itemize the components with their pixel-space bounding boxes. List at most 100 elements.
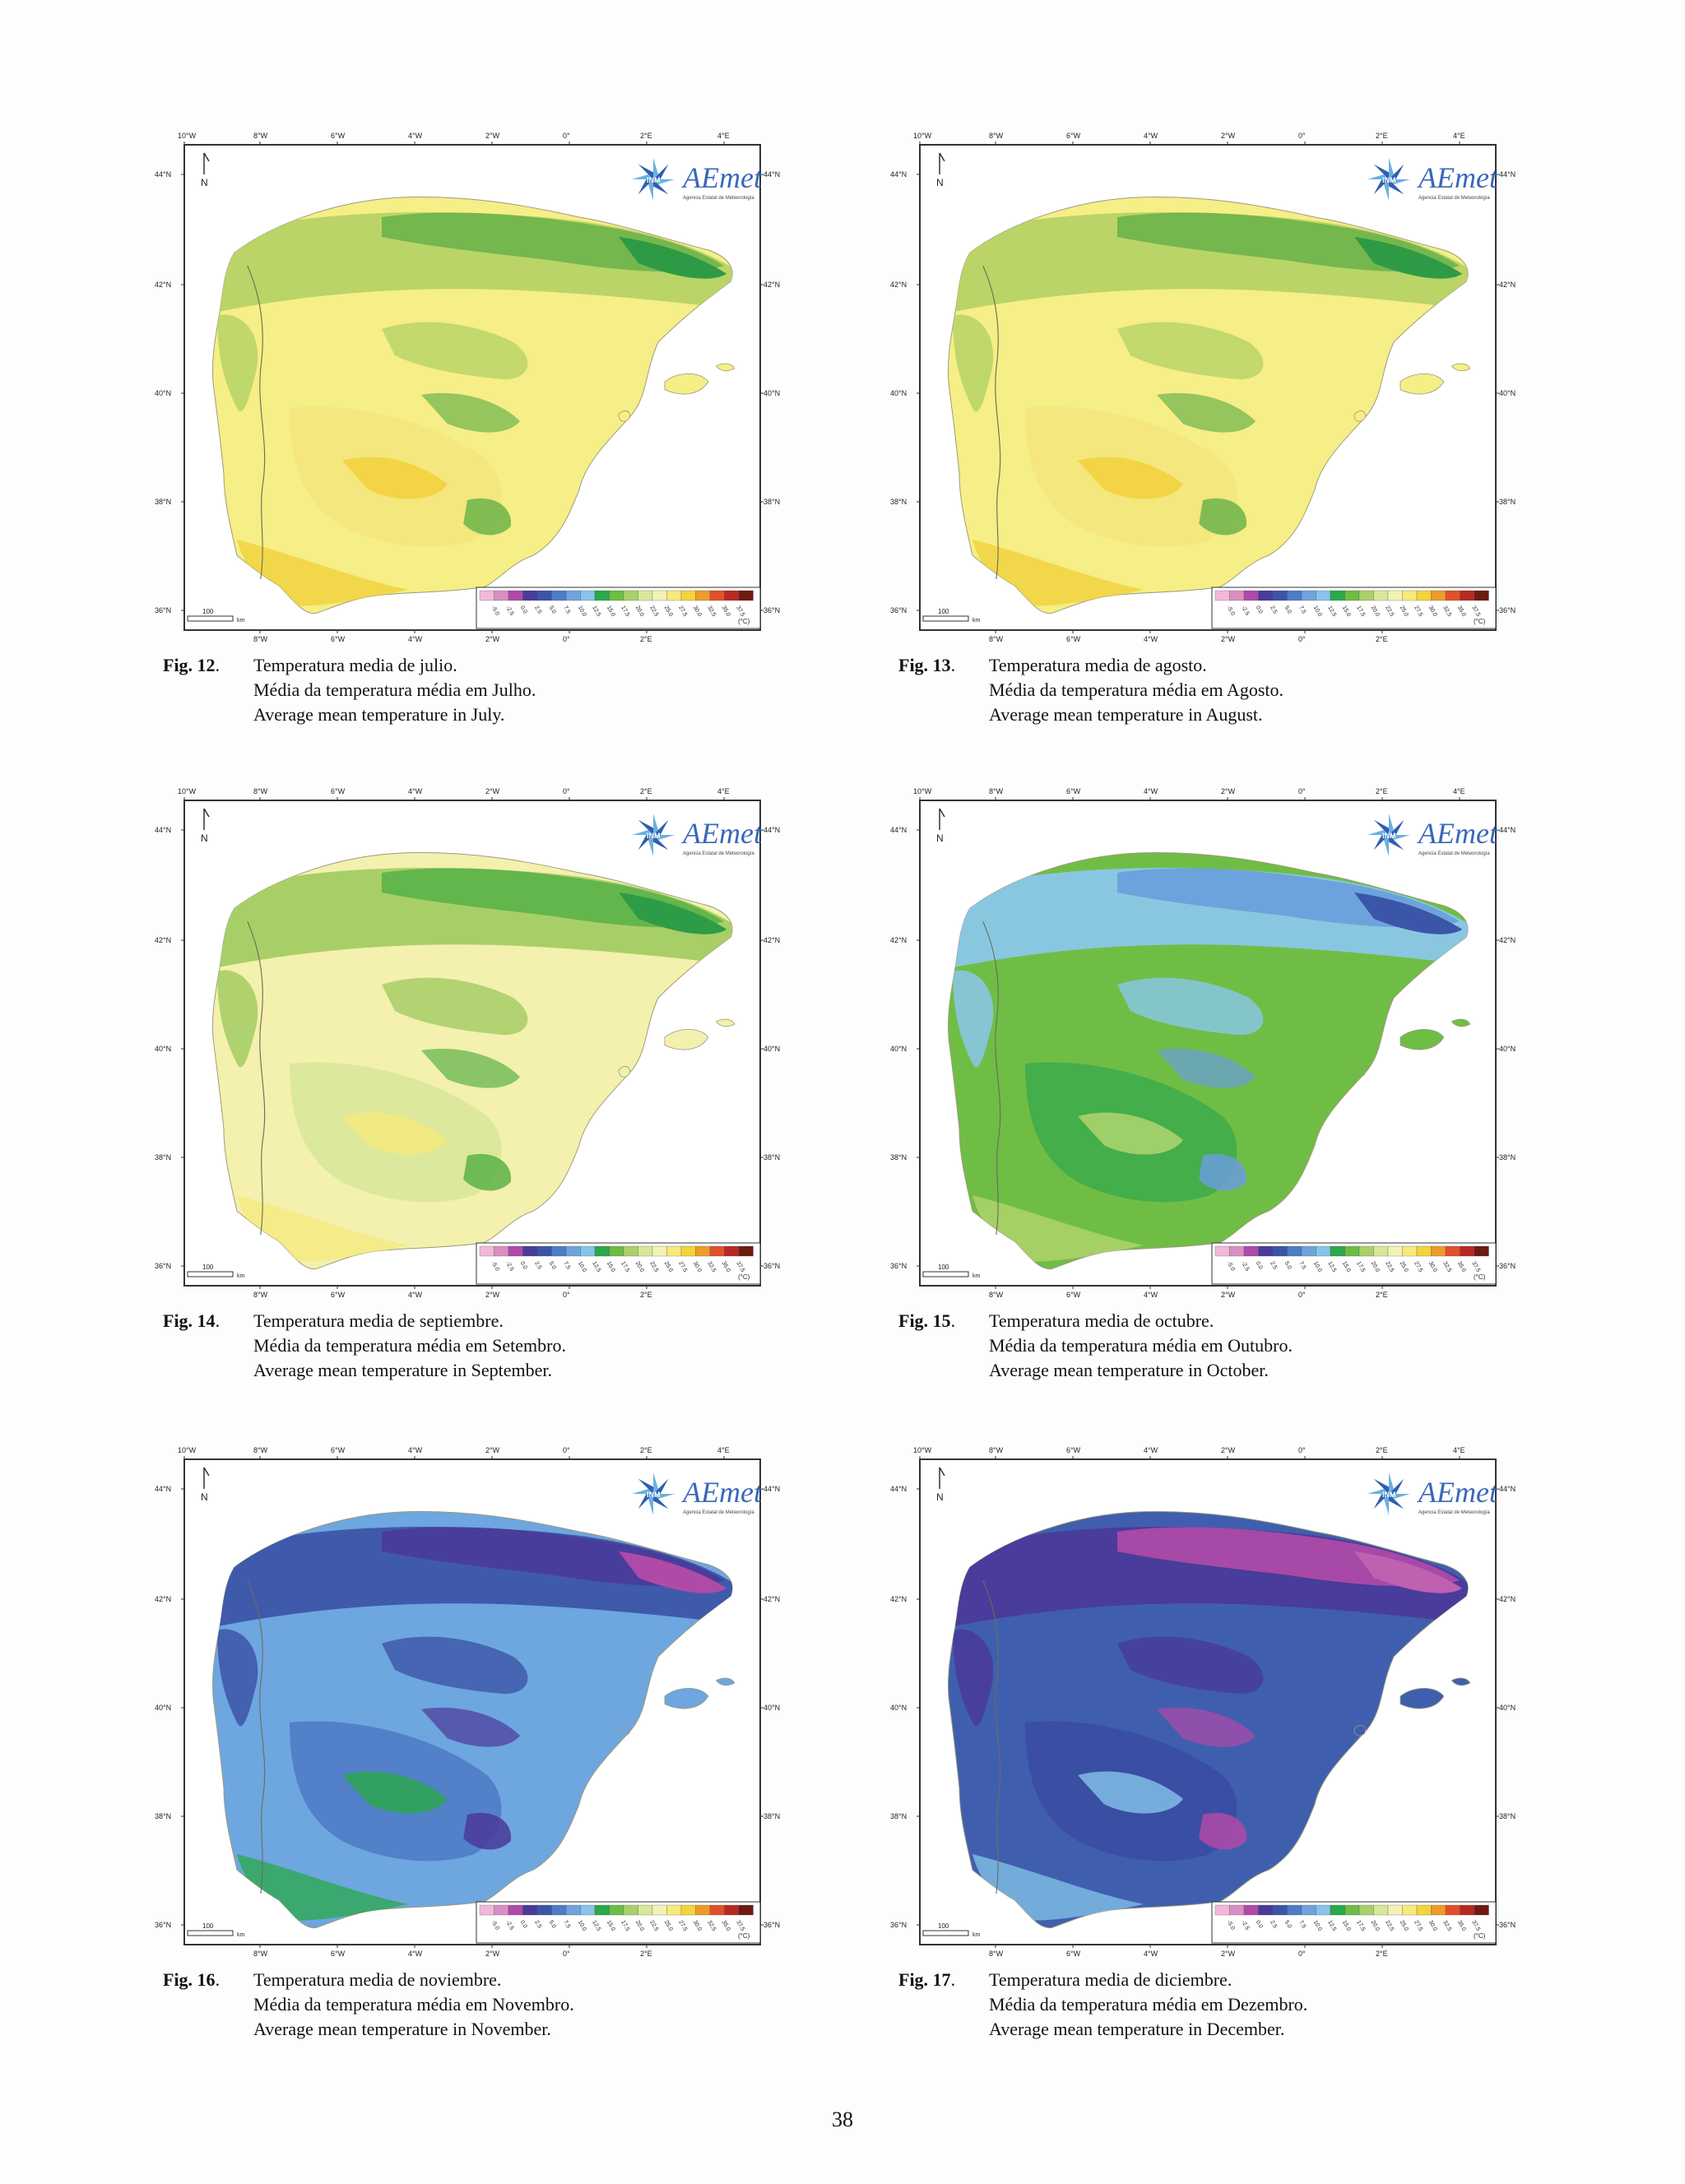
star-logo-icon: INM (1367, 1472, 1410, 1515)
latitude-label: 42°N (764, 281, 780, 289)
legend-value: 0.0 (1255, 605, 1264, 615)
legend-swatch (494, 1245, 509, 1257)
scale-value: 100 (938, 1922, 949, 1930)
aemet-wordmark: AEmet (681, 817, 763, 850)
inm-label: INM (1382, 176, 1396, 184)
longitude-label: 0° (1298, 787, 1306, 795)
longitude-label: 0° (1298, 132, 1306, 140)
legend-swatch (1229, 590, 1245, 601)
legend-swatch (1358, 590, 1374, 601)
legend-swatch (1474, 590, 1489, 601)
longitude-label: 2°W (485, 132, 500, 140)
longitude-label: 8°W (253, 1446, 268, 1454)
latitude-label: 36°N (1499, 606, 1516, 614)
longitude-label: 2°E (640, 787, 652, 795)
longitude-label: 4°W (408, 132, 423, 140)
legend-swatch (695, 1245, 711, 1257)
latitude-label: 42°N (1499, 1595, 1516, 1603)
legend-swatch (536, 590, 552, 601)
legend-swatch (724, 590, 740, 601)
north-arrow-icon: N (201, 808, 210, 844)
legend-swatch (1287, 1245, 1302, 1257)
legend-value: 5.0 (1283, 605, 1293, 615)
legend-swatch (623, 590, 638, 601)
longitude-label: 2°E (640, 1291, 652, 1299)
latitude-label: 36°N (890, 606, 907, 614)
menorca-island (715, 363, 736, 372)
longitude-label: 0° (563, 635, 570, 643)
legend-swatch (1416, 1904, 1432, 1916)
longitude-label: 6°W (1066, 787, 1081, 795)
legend-swatch (1373, 1904, 1389, 1916)
legend-value: 2.5 (1269, 1261, 1278, 1271)
longitude-label: 6°W (1066, 1446, 1081, 1454)
scale-bar-segment (187, 1930, 234, 1936)
longitude-label: 4°W (408, 1446, 423, 1454)
longitude-label: 6°W (331, 1291, 346, 1299)
legend-swatch (1402, 1245, 1418, 1257)
inm-label: INM (1382, 832, 1396, 840)
longitude-label: 6°W (331, 787, 346, 795)
mallorca-island (664, 1029, 709, 1050)
longitude-label: 2°W (1221, 787, 1236, 795)
longitude-label: 8°W (253, 132, 268, 140)
caption-english: Average mean temperature in September. (253, 1360, 553, 1380)
legend-swatch (1214, 1245, 1230, 1257)
legend-swatch (666, 1904, 682, 1916)
latitude-label: 40°N (155, 389, 171, 397)
scale-value: 100 (202, 1922, 214, 1930)
ibiza-island (1353, 1066, 1366, 1078)
figure-number: Fig. 12 (163, 655, 216, 675)
central-system-zone (421, 392, 520, 433)
latitude-label: 40°N (155, 1045, 171, 1053)
legend-value: 5.0 (1283, 1920, 1293, 1930)
longitude-label: 8°W (989, 1950, 1004, 1958)
latitude-label: 44°N (890, 170, 907, 179)
mallorca-island (1400, 373, 1445, 395)
longitude-label: 4°W (1144, 635, 1158, 643)
central-system-zone (1157, 1707, 1256, 1747)
north-arrow-icon: N (201, 1467, 210, 1503)
pyrenees-zone (1354, 893, 1463, 934)
latitude-label: 38°N (890, 1812, 907, 1820)
longitude-label: 0° (563, 787, 570, 795)
legend-swatch (1445, 1904, 1460, 1916)
legend-value: 0.0 (519, 1261, 528, 1271)
caption-portuguese: Média da temperatura média em Novembro. (253, 1994, 574, 2015)
legend-swatch (1402, 590, 1418, 601)
menorca-island (715, 1018, 736, 1027)
longitude-label: 4°E (1453, 787, 1465, 795)
guadalquivir-zone (1078, 1112, 1183, 1155)
longitude-label: 10°W (913, 1446, 932, 1454)
latitude-label: 38°N (1499, 1812, 1516, 1820)
legend-unit: (°C) (1474, 618, 1486, 625)
galicia-zone (217, 970, 258, 1068)
latitude-label: 42°N (1499, 281, 1516, 289)
figure-number: Fig. 16 (163, 1969, 216, 1990)
latitude-label: 40°N (1499, 1704, 1516, 1712)
menorca-island (1451, 1018, 1471, 1027)
legend-swatch (1272, 1245, 1288, 1257)
longitude-label: 8°W (989, 132, 1004, 140)
legend-swatch (695, 1904, 711, 1916)
longitude-label: 10°W (913, 787, 932, 795)
ibiza-island (1353, 1725, 1366, 1737)
longitude-label: 2°W (1221, 1291, 1236, 1299)
longitude-label: 2°E (1376, 1950, 1388, 1958)
map-area (211, 197, 736, 614)
galicia-zone (217, 314, 258, 412)
legend-swatch (709, 590, 725, 601)
figure-number: Fig. 17 (898, 1969, 951, 1990)
scale-unit: km (237, 1932, 245, 1938)
sierra-nevada-zone (1199, 1153, 1247, 1191)
longitude-label: 0° (563, 132, 570, 140)
legend-value: 7.5 (562, 1920, 571, 1930)
temperature-zones (212, 1527, 733, 1921)
sierra-nevada-zone (1199, 498, 1247, 536)
longitude-label: 8°W (989, 1446, 1004, 1454)
temperature-map: 10°W 8°W 6°W 4°W 2°W 0° 2°E 4°E 8°W 6°W 4°W 2°W 0° 2°… (890, 787, 1516, 1299)
longitude-label: 4°W (408, 1950, 423, 1958)
legend-swatch (623, 1245, 638, 1257)
longitude-label: 2°E (1376, 1291, 1388, 1299)
